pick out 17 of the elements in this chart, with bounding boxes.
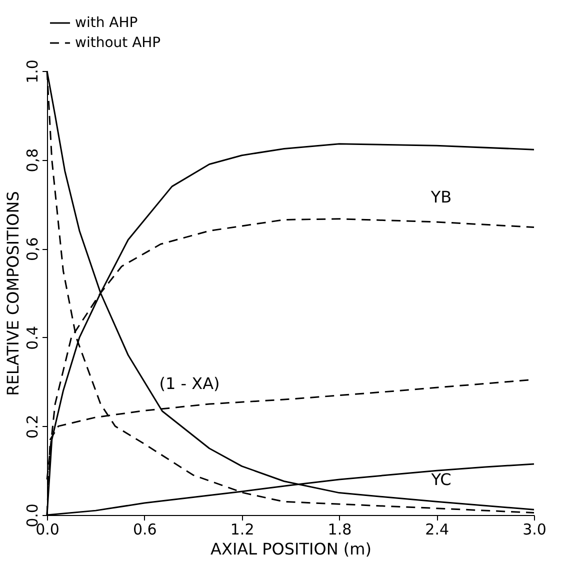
x-tick-label: 1.8	[328, 520, 352, 538]
annotation: YB	[430, 187, 452, 206]
x-axis-title: AXIAL POSITION (m)	[210, 540, 372, 558]
legend-label: without AHP	[75, 35, 161, 51]
annotation: YC	[430, 470, 452, 490]
y-tick-label: 0.4	[24, 326, 42, 350]
annotation: (1 - XA)	[159, 374, 220, 394]
legend-label: with AHP	[75, 15, 138, 31]
x-tick-label: 0.6	[132, 520, 157, 538]
x-tick-label: 2.4	[425, 520, 450, 538]
y-tick-label: 0,8	[24, 148, 42, 172]
x-tick-label: 3.0	[522, 520, 546, 538]
y-tick-label: 1.0	[24, 60, 42, 84]
y-tick-label: 0,6	[24, 237, 42, 262]
x-tick-label: 1.2	[230, 520, 254, 538]
y-tick-label: 0.2	[24, 414, 42, 439]
y-axis-title: RELATIVE COMPOSITIONS	[4, 191, 22, 396]
